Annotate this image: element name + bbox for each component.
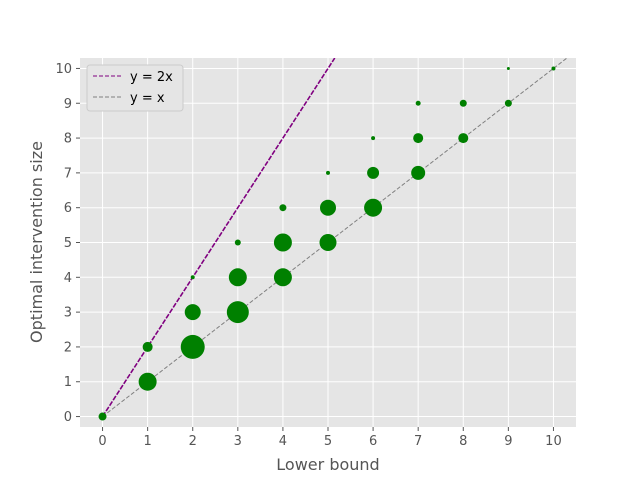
y-axis-label: Optimal intervention size [27, 141, 46, 343]
scatter-point [326, 170, 330, 175]
scatter-point [234, 239, 241, 246]
data-points [98, 66, 556, 421]
legend: y = 2x y = x [86, 64, 184, 112]
scatter-point [279, 204, 287, 212]
scatter-point [319, 234, 337, 251]
scatter-point [504, 99, 512, 107]
y-tick-label: 0 [64, 410, 72, 425]
scatter-point [415, 100, 421, 106]
scatter-point [138, 372, 157, 391]
legend-label-y-x: y = x [130, 91, 165, 106]
scatter-point [184, 304, 201, 321]
scatter-point [551, 66, 556, 71]
scatter-point [273, 233, 292, 252]
scatter-point [273, 268, 292, 287]
reference-line-y-x [102, 58, 568, 417]
y-tick-label: 6 [64, 201, 72, 216]
x-tick-label: 0 [98, 434, 106, 449]
scatter-point [190, 275, 195, 280]
scatter-point [98, 412, 107, 421]
x-tick-label: 3 [234, 434, 242, 449]
x-tick-label: 1 [143, 434, 151, 449]
reference-line-y-2x [101, 58, 336, 417]
reference-lines [101, 58, 568, 417]
scatter-point [371, 136, 376, 141]
y-tick-label: 9 [64, 97, 72, 112]
scatter-point [226, 301, 249, 324]
y-tick-label: 1 [64, 375, 72, 390]
y-tick-label: 8 [64, 132, 72, 147]
scatter-point [364, 198, 383, 217]
x-tick-label: 8 [459, 434, 467, 449]
x-tick-label: 6 [369, 434, 377, 449]
x-tick-label: 4 [279, 434, 287, 449]
scatter-point [320, 199, 336, 216]
x-tick-label: 7 [414, 434, 422, 449]
gridlines [80, 58, 576, 427]
scatter-point [411, 165, 426, 180]
legend-label-y-2x: y = 2x [130, 70, 173, 85]
scatter-point [506, 66, 510, 70]
scatter-point [180, 334, 205, 359]
scatter-point [142, 341, 153, 352]
y-tick-label: 3 [64, 306, 72, 321]
y-tick-label: 4 [64, 271, 72, 286]
x-tick-label: 10 [545, 434, 562, 449]
scatter-point [367, 166, 380, 179]
y-tick-label: 10 [55, 62, 72, 77]
y-tick-label: 7 [64, 166, 72, 181]
y-tick-label: 5 [64, 236, 72, 251]
x-tick-label: 9 [504, 434, 512, 449]
y-tick-label: 2 [64, 340, 72, 355]
scatter-point [458, 133, 469, 144]
x-tick-label: 2 [189, 434, 197, 449]
scatter-point [413, 133, 424, 144]
x-tick-label: 5 [324, 434, 332, 449]
scatter-point [228, 268, 247, 287]
scatter-point [459, 99, 467, 107]
x-axis-label: Lower bound [276, 455, 379, 474]
axis-ticks: 0 1 2 3 4 5 6 7 8 9 10 0 1 2 3 4 5 6 7 8 9 10 [55, 62, 561, 449]
